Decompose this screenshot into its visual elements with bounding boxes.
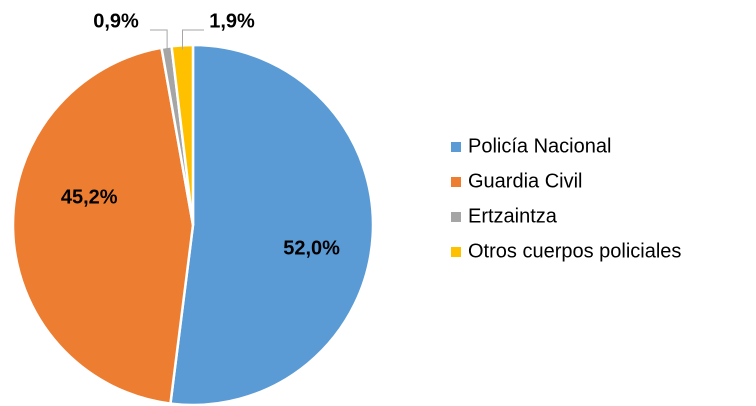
legend-label: Policía Nacional xyxy=(468,135,611,157)
legend-label: Ertzaintza xyxy=(468,205,558,227)
data-label: 52,0% xyxy=(283,238,340,260)
pie-slice xyxy=(169,43,375,406)
legend-swatch xyxy=(451,247,461,257)
leader-line xyxy=(182,29,204,50)
legend-label: Guardia Civil xyxy=(468,170,582,192)
data-label: 1,9% xyxy=(209,10,255,32)
legend-swatch xyxy=(451,212,461,222)
legend-swatch xyxy=(451,142,461,152)
data-label: 45,2% xyxy=(61,186,118,208)
pie-slice xyxy=(11,46,195,405)
legend-label: Otros cuerpos policiales xyxy=(468,240,681,262)
data-label: 0,9% xyxy=(93,10,139,32)
leader-line xyxy=(150,29,168,51)
legend-swatch xyxy=(451,177,461,187)
